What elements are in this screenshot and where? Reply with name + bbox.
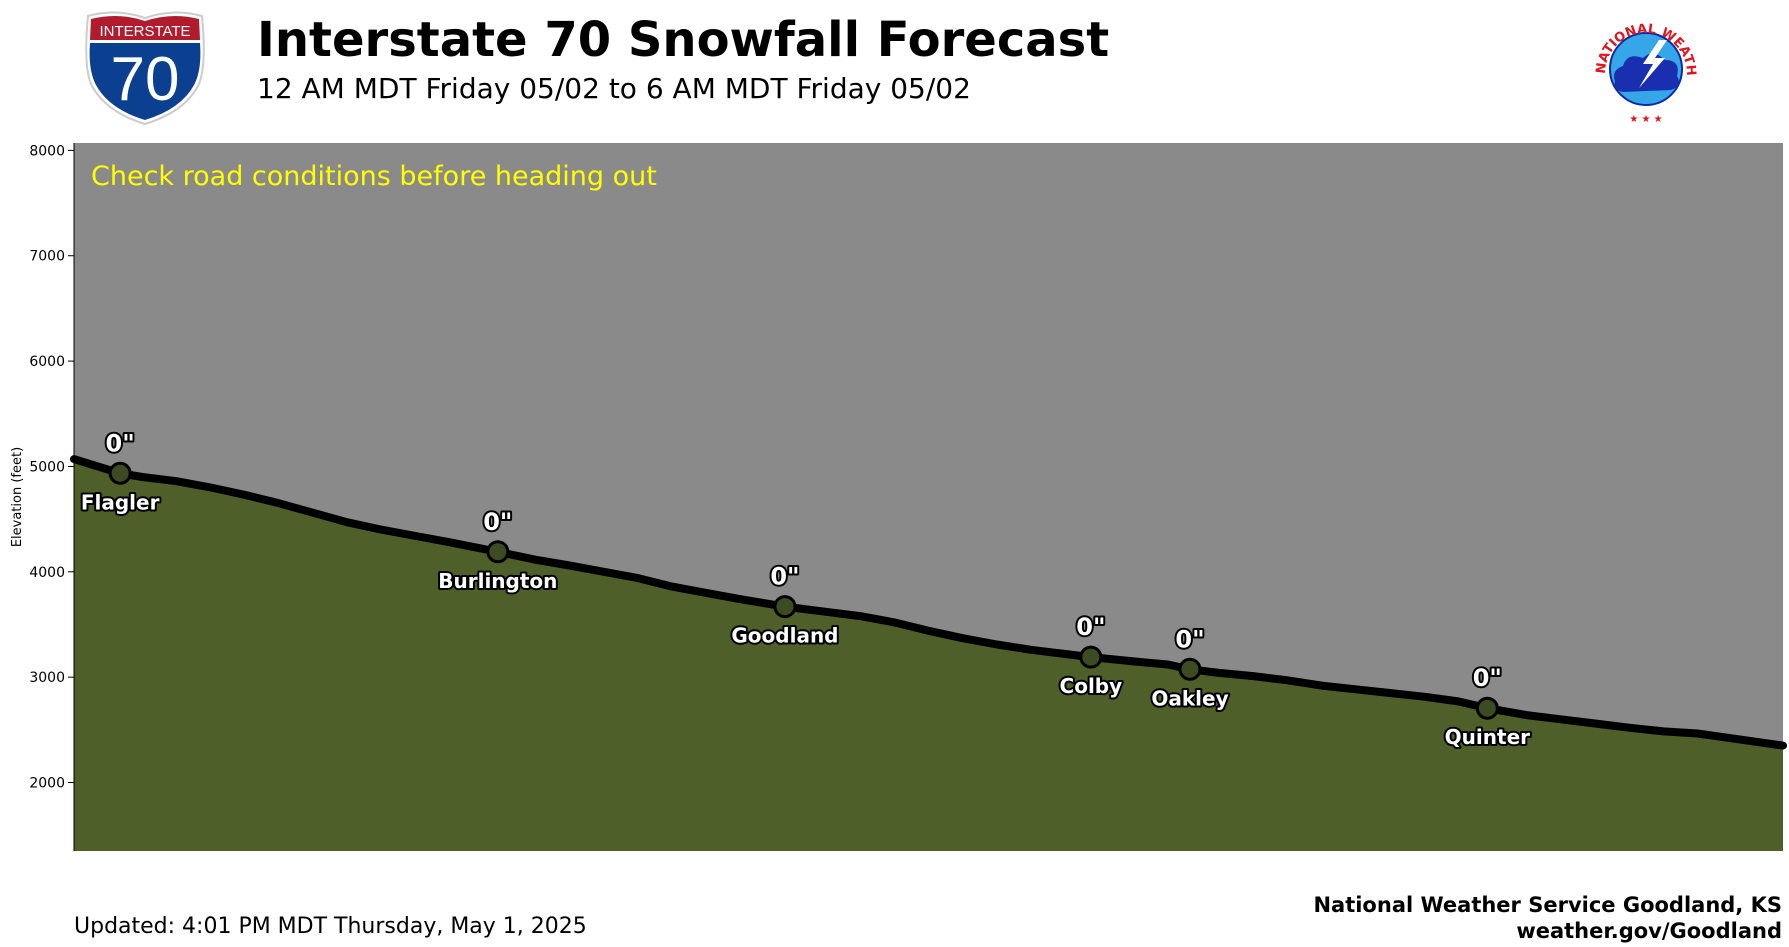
nws-logo-lightning-icon — [1639, 40, 1667, 88]
town-label-quinter: Quinter — [1445, 725, 1530, 749]
town-label-goodland: Goodland — [731, 624, 838, 648]
page-subtitle: 12 AM MDT Friday 05/02 to 6 AM MDT Frida… — [257, 72, 971, 105]
town-marker-flagler — [108, 461, 132, 485]
road-conditions-message: Check road conditions before heading out — [91, 161, 657, 192]
snowfall-label-burlington: 0" — [483, 508, 512, 536]
nws-logo-cloud — [1614, 53, 1679, 92]
shield-top-text: INTERSTATE — [99, 23, 190, 40]
town-label-flagler: Flagler — [81, 490, 160, 514]
town-marker-oakley — [1178, 657, 1202, 681]
snowfall-label-flagler: 0" — [106, 429, 135, 457]
shield-number: 70 — [111, 45, 180, 114]
y-axis-ticks: 2000 3000 4000 5000 6000 7000 8000 — [29, 143, 74, 792]
page-title: Interstate 70 Snowfall Forecast — [257, 12, 1110, 68]
town-marker-quinter — [1475, 696, 1499, 720]
y-tick-label: 8000 — [29, 143, 65, 159]
office-website: weather.gov/Goodland — [1516, 919, 1782, 943]
snowfall-label-quinter: 0" — [1473, 664, 1502, 692]
snowfall-label-colby: 0" — [1076, 613, 1105, 641]
shield-blue-body — [89, 43, 201, 120]
town-label-burlington: Burlington — [438, 569, 557, 593]
y-tick-label: 2000 — [29, 776, 65, 792]
office-credit: National Weather Service Goodland, KS we… — [1313, 892, 1782, 944]
town-marker-goodland — [773, 595, 797, 619]
snowfall-label-oakley: 0" — [1175, 625, 1204, 653]
town-label-colby: Colby — [1060, 674, 1123, 698]
shield-red-band — [90, 15, 200, 40]
office-name: National Weather Service Goodland, KS — [1313, 893, 1782, 917]
y-tick-label: 5000 — [29, 459, 65, 475]
nws-logo: NATIONAL WEATHER SERVICE ★ ★ ★ — [1587, 10, 1703, 126]
town-marker-burlington — [486, 540, 510, 564]
y-tick-label: 3000 — [29, 670, 65, 686]
town-markers: 0" Flagler 0" Burlington 0" Goodland 0" Colby 0"… — [79, 427, 1532, 751]
y-axis-label: Elevation (feet) — [10, 447, 25, 547]
y-tick-label: 7000 — [29, 249, 65, 265]
interstate-70-shield-logo: INTERSTATE 70 — [85, 11, 205, 126]
town-marker-colby — [1079, 645, 1103, 669]
snowfall-label-goodland: 0" — [770, 563, 799, 591]
y-tick-label: 4000 — [29, 565, 65, 581]
nws-logo-stars: ★ ★ ★ — [1629, 114, 1662, 125]
y-tick-label: 6000 — [29, 354, 65, 370]
town-label-oakley: Oakley — [1151, 686, 1228, 710]
updated-timestamp: Updated: 4:01 PM MDT Thursday, May 1, 20… — [74, 914, 587, 939]
